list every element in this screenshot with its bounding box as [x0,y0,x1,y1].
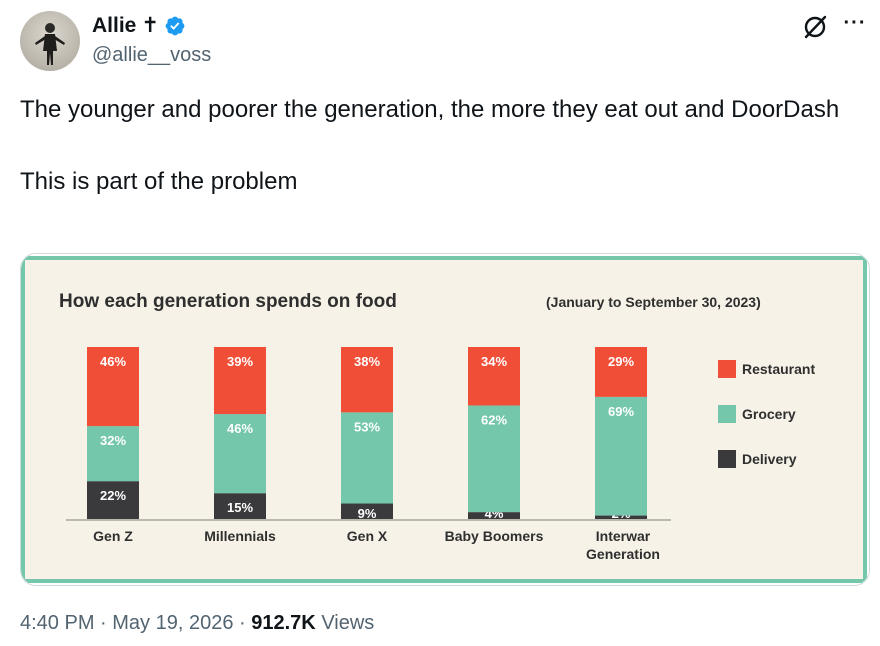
bar-segment-delivery [214,493,266,519]
legend-swatch-grocery [718,405,736,423]
data-label: 46% [100,354,126,369]
bar-segment-delivery [87,481,139,519]
views-count: 912.7K [251,612,316,634]
bar-segment-grocery [468,405,520,513]
display-name[interactable]: Allie ✝ [92,13,186,38]
category-label: Gen X [347,528,388,544]
category-label: Interwar [596,528,651,544]
data-label: 29% [608,354,634,369]
data-label: 62% [481,412,507,427]
legend-label-delivery: Delivery [742,451,797,467]
tweet-text: The younger and poorer the generation, t… [20,92,840,200]
avatar[interactable] [20,11,80,71]
data-label: 34% [481,354,507,369]
cross-emoji: ✝ [141,14,159,37]
data-label: 22% [100,488,126,503]
more-icon[interactable]: ··· [843,11,867,34]
bar-segment-delivery [341,503,393,519]
grok-icon[interactable] [800,12,830,42]
bar-segment-restaurant [341,347,393,413]
bar-segment-delivery [595,515,647,519]
bar-segment-restaurant [595,347,647,397]
avatar-image [35,23,65,65]
legend-label-grocery: Grocery [742,406,796,422]
category-label: Generation [586,546,660,562]
tweet-paragraph: This is part of the problem [20,168,298,195]
verified-badge-icon[interactable] [164,15,186,37]
views-label: Views [321,612,375,634]
meta-separator: · [94,612,113,634]
category-label: Gen Z [93,528,133,544]
stacked-bar-chart: How each generation spends on food (Janua… [21,254,869,585]
legend-swatch-restaurant [718,360,736,378]
bar-segment-restaurant [468,347,520,406]
chart-frame: How each generation spends on food (Janua… [21,254,869,585]
data-label: 46% [227,421,253,436]
meta-separator: · [233,612,252,634]
bar-segment-grocery [87,426,139,482]
tweet-meta: 4:40 PM · May 19, 2026 · 912.7K Views [20,612,374,635]
data-label: 9% [358,506,377,521]
data-label: 38% [354,354,380,369]
tweet-media-image[interactable]: How each generation spends on food (Janua… [20,253,870,586]
category-label: Baby Boomers [445,528,544,544]
chart-title: How each generation spends on food [59,291,397,312]
category-label: Millennials [204,528,276,544]
bar-segment-grocery [214,414,266,494]
bar-segment-restaurant [214,347,266,415]
bar-segment-delivery [468,512,520,519]
data-label: 69% [608,404,634,419]
display-name-text: Allie [92,13,137,37]
chart-subtitle: (January to September 30, 2023) [546,294,761,310]
data-label: 53% [354,419,380,434]
handle[interactable]: @allie__voss [92,44,212,66]
tweet-date[interactable]: May 19, 2026 [112,612,234,634]
bar-segment-grocery [341,412,393,504]
legend-swatch-delivery [718,450,736,468]
legend-label-restaurant: Restaurant [742,361,815,377]
tweet-paragraph: The younger and poorer the generation, t… [20,96,840,123]
data-label: 15% [227,500,253,515]
data-label: 39% [227,354,253,369]
bar-segment-restaurant [87,347,139,427]
tweet-time[interactable]: 4:40 PM [20,612,95,634]
bar-segment-grocery [595,396,647,516]
data-label: 32% [100,433,126,448]
